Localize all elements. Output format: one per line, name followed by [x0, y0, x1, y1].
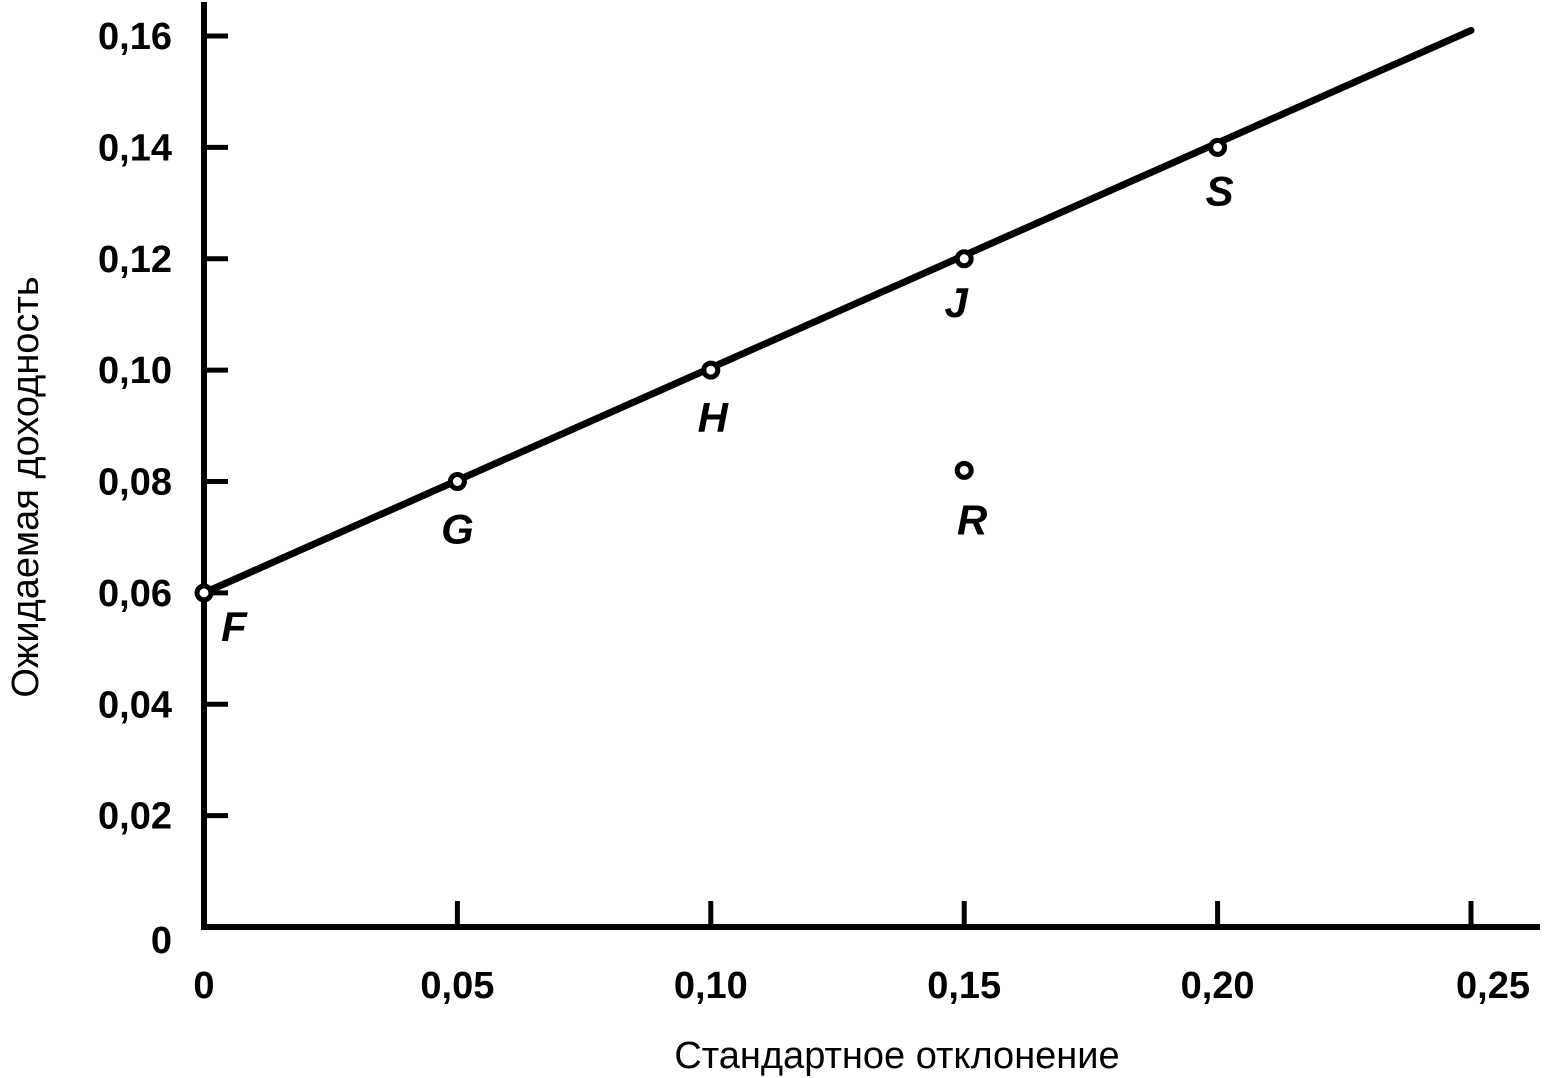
x-tick-label: 0,20: [1181, 965, 1255, 1007]
data-point-s: [1208, 137, 1228, 157]
y-tick-label: 0,14: [98, 127, 172, 169]
x-axis-title: Стандартное отклонение: [674, 1035, 1119, 1077]
data-point-f: [194, 583, 214, 603]
x-tick-label: 0: [193, 965, 214, 1007]
x-tick-label: 0,05: [420, 965, 494, 1007]
data-point-h: [701, 360, 721, 380]
tick-labels: 0 0,02 0,04 0,06 0,08 0,10 0,12 0,14 0,16 0 0,05 0,…: [98, 16, 1530, 1007]
data-point-g: [447, 472, 467, 491]
x-tick-label: 0,10: [674, 965, 748, 1007]
point-label-h: H: [698, 394, 730, 441]
y-tick-label: 0,12: [98, 239, 172, 281]
y-tick-label: 0,08: [98, 462, 172, 504]
point-label-s: S: [1206, 167, 1234, 214]
point-label-j: J: [945, 279, 970, 326]
y-tick-label: 0,06: [98, 573, 172, 615]
y-tick-label: 0: [151, 920, 172, 962]
x-tick-label: 0,25: [1456, 965, 1530, 1007]
tick-marks: [204, 33, 1474, 927]
axes: [201, 2, 1540, 930]
y-tick-label: 0,02: [98, 796, 172, 838]
y-axis-title: Ожидаемая доходность: [5, 276, 47, 697]
data-point-r: [954, 460, 974, 480]
data-point-j: [954, 249, 974, 269]
y-tick-label: 0,16: [98, 16, 172, 58]
series-layer: F G H J S R: [194, 26, 1475, 650]
x-tick-label: 0,15: [927, 965, 1001, 1007]
point-label-f: F: [221, 603, 248, 650]
point-label-g: G: [441, 506, 474, 553]
point-label-r: R: [957, 496, 988, 543]
y-tick-label: 0,10: [98, 350, 172, 392]
y-tick-label: 0,04: [98, 684, 172, 726]
trend-line: [200, 26, 1475, 597]
